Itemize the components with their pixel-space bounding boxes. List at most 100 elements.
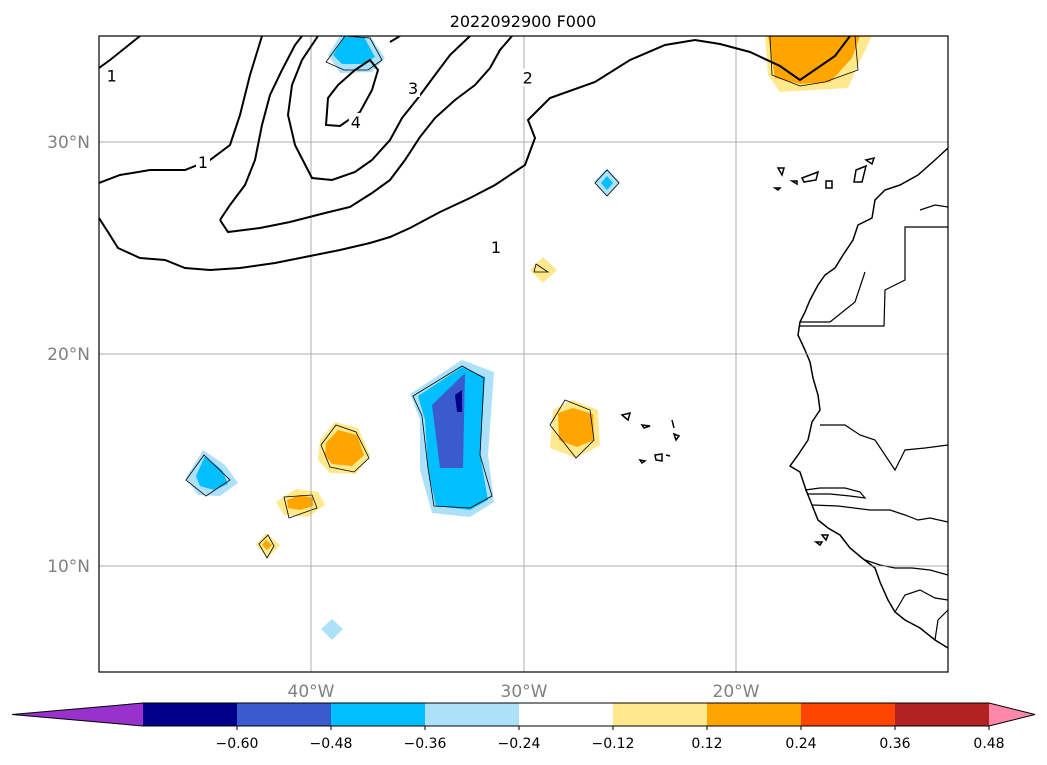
anomaly-outline xyxy=(258,534,275,559)
colorbar-extend-low xyxy=(12,703,143,726)
contour-line-2 xyxy=(219,36,303,221)
colorbar-tick-label: 0.48 xyxy=(973,736,1004,752)
coastline xyxy=(620,147,948,649)
colorbar-segment xyxy=(143,703,238,726)
island-outline xyxy=(672,432,681,442)
negative-anomaly-blob xyxy=(321,619,343,640)
colorbar: −0.60 −0.48 −0.36 −0.24 −0.12 0.12 0.24 0.36 0.4… xyxy=(11,702,1036,752)
lat-label: 10°N xyxy=(47,557,90,577)
island-outline xyxy=(825,180,833,189)
contour-line-4 xyxy=(389,36,401,43)
contour-label-bg xyxy=(104,66,119,85)
shaded-outlines xyxy=(185,36,859,559)
anomaly-outline xyxy=(412,365,493,509)
country-border xyxy=(894,589,948,613)
shaded-field xyxy=(186,36,872,640)
africa-coastline xyxy=(788,147,948,649)
anomaly-outline xyxy=(325,36,383,71)
positive-anomaly-blob xyxy=(325,430,364,466)
colorbar-segment xyxy=(519,703,614,726)
gridlines xyxy=(99,36,948,672)
island-outline xyxy=(665,454,671,457)
contour-label: 1 xyxy=(198,153,208,172)
contour-line-1 xyxy=(99,36,263,184)
colorbar-outline xyxy=(11,702,1036,727)
lon-label: 20°W xyxy=(713,682,760,702)
anomaly-outline xyxy=(185,454,231,497)
lat-label: 30°N xyxy=(47,133,90,153)
colorbar-segment xyxy=(895,703,990,726)
negative-anomaly-blob xyxy=(333,37,375,64)
contour-label: 2 xyxy=(523,68,533,87)
island-outline xyxy=(813,541,824,547)
contour-label-bg xyxy=(348,112,363,131)
island-outline xyxy=(620,411,632,422)
contour-label-bg xyxy=(488,238,503,256)
island-outline xyxy=(853,164,868,183)
island-outline xyxy=(776,167,785,177)
colorbar-tick-label: −0.48 xyxy=(310,736,353,752)
lon-label: 30°W xyxy=(501,682,548,702)
positive-anomaly-blob xyxy=(768,36,860,84)
contour-label-bg xyxy=(196,153,211,172)
island-outline xyxy=(640,424,651,429)
island-outline xyxy=(820,534,830,542)
positive-anomaly-blob xyxy=(530,257,557,283)
contour-labels: 1 1 1 2 3 4 xyxy=(104,66,535,257)
figure-title: 2022092900 F000 xyxy=(450,12,597,31)
negative-anomaly-blob xyxy=(196,456,228,490)
country-border xyxy=(800,271,866,323)
island-outline xyxy=(800,170,820,183)
anomaly-outline xyxy=(594,169,620,197)
island-outline xyxy=(789,180,798,186)
country-border xyxy=(811,504,948,523)
colorbar-tick-label: −0.12 xyxy=(592,736,635,752)
negative-anomaly-blob xyxy=(601,176,613,190)
map-area: 1 1 1 2 3 4 xyxy=(99,36,948,672)
colorbar-segment xyxy=(331,703,426,726)
map-frame xyxy=(98,35,949,673)
anomaly-outline xyxy=(769,36,859,87)
anomaly-outline xyxy=(320,424,370,473)
positive-anomaly-blob xyxy=(262,540,272,550)
contour-lines xyxy=(99,36,851,272)
island-outline xyxy=(864,156,876,166)
country-border xyxy=(804,487,867,499)
colorbar-tick-label: 0.24 xyxy=(785,736,816,752)
country-border xyxy=(864,559,948,576)
colorbar-tick-label: −0.36 xyxy=(404,736,447,752)
anomaly-outline xyxy=(283,494,318,519)
contour-label: 1 xyxy=(491,238,501,257)
positive-anomaly-blob xyxy=(287,495,313,510)
contour-line-1-north xyxy=(99,36,141,69)
island-outline xyxy=(654,453,663,462)
lat-label: 20°N xyxy=(47,345,90,365)
colorbar-segment xyxy=(425,703,520,726)
contour-line-1 xyxy=(99,36,851,272)
country-border xyxy=(919,204,948,211)
borders xyxy=(800,204,948,641)
country-border xyxy=(934,609,948,641)
colorbar-tick-label: −0.24 xyxy=(498,736,541,752)
colorbar-segment xyxy=(801,703,896,726)
colorbar-tick-label: −0.60 xyxy=(216,736,259,752)
anomaly-outline xyxy=(549,399,595,459)
contour-line-2 xyxy=(219,36,513,234)
contour-label-bg xyxy=(406,79,421,97)
contour-label-bg xyxy=(520,68,535,87)
colorbar-extend-high xyxy=(989,703,1035,726)
island-outline xyxy=(638,458,647,465)
colorbar-segment xyxy=(613,703,708,726)
contour-line-3 xyxy=(286,36,471,182)
island-outline xyxy=(671,419,675,429)
colorbar-tick-label: 0.12 xyxy=(691,736,722,752)
positive-anomaly-blob xyxy=(558,408,594,447)
contour-line-4 xyxy=(324,58,380,128)
anomaly-outline xyxy=(533,263,550,273)
lon-label: 40°W xyxy=(288,682,335,702)
negative-anomaly-blob xyxy=(455,390,462,412)
country-border xyxy=(820,424,948,472)
colorbar-segment xyxy=(707,703,802,726)
contour-label: 4 xyxy=(351,113,361,132)
